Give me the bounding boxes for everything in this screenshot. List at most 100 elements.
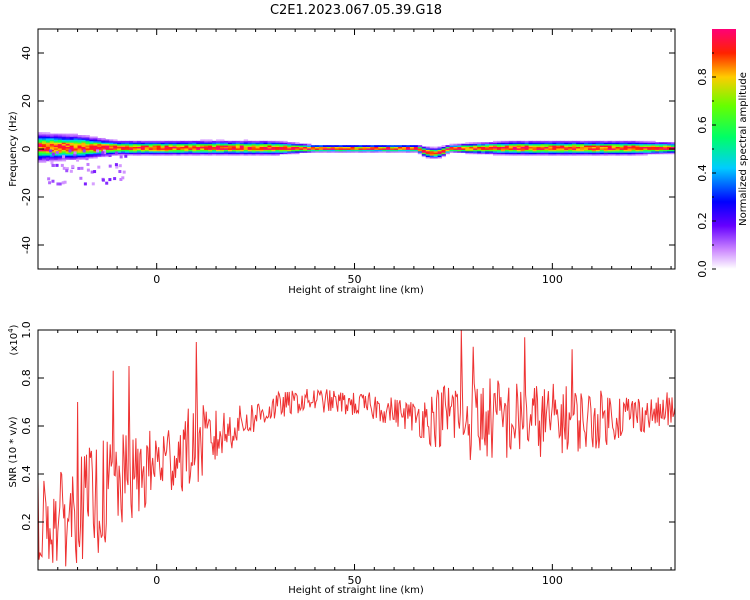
heatmap-cell bbox=[132, 145, 138, 147]
heatmap-cell bbox=[184, 148, 189, 150]
heatmap-cell bbox=[184, 140, 189, 143]
heatmap-cell bbox=[208, 150, 213, 153]
heatmap-cell bbox=[132, 148, 138, 150]
x-tick-label: 100 bbox=[542, 574, 563, 587]
heatmap-cell bbox=[390, 150, 395, 153]
heatmap-cell bbox=[627, 153, 632, 156]
heatmap-cell bbox=[45, 145, 51, 147]
heatmap-cell bbox=[326, 145, 332, 147]
heatmap-cell bbox=[57, 135, 63, 137]
heatmap-cell bbox=[469, 143, 474, 146]
heatmap-cell bbox=[623, 152, 628, 155]
heatmap-cell bbox=[295, 145, 300, 147]
heatmap-cell bbox=[45, 142, 51, 145]
heatmap-cell bbox=[97, 137, 102, 140]
heatmap-cell bbox=[97, 153, 102, 156]
heatmap-cell bbox=[631, 143, 636, 146]
heatmap-cell bbox=[504, 142, 510, 145]
heatmap-cell bbox=[334, 149, 340, 152]
heatmap-cell bbox=[65, 149, 71, 152]
heatmap-cell bbox=[504, 148, 510, 150]
heatmap-cell bbox=[129, 146, 134, 149]
heatmap-cell bbox=[311, 150, 316, 153]
heatmap-cell bbox=[148, 149, 154, 152]
heatmap-cell bbox=[520, 148, 526, 150]
y-tick-label: -20 bbox=[20, 188, 33, 206]
heatmap-cell bbox=[615, 148, 621, 150]
heatmap-cell bbox=[176, 140, 181, 143]
heatmap-cell bbox=[69, 155, 75, 158]
x-tick-label: 0 bbox=[153, 273, 160, 286]
heatmap-cell bbox=[485, 145, 490, 147]
heatmap-cell bbox=[61, 135, 67, 137]
heatmap-cell bbox=[623, 146, 628, 149]
heatmap-cell bbox=[73, 158, 78, 160]
heatmap-cell bbox=[623, 153, 628, 156]
heatmap-cell bbox=[429, 146, 435, 149]
heatmap-cell bbox=[437, 148, 442, 150]
heatmap-cell bbox=[275, 140, 280, 143]
heatmap-cell bbox=[303, 148, 308, 150]
heatmap-cell bbox=[45, 146, 51, 149]
heatmap-cell bbox=[671, 152, 675, 155]
heatmap-cell bbox=[346, 146, 351, 149]
heatmap-cell bbox=[148, 143, 154, 146]
heatmap-cell bbox=[560, 140, 565, 143]
heatmap-cell bbox=[172, 142, 177, 145]
heatmap-cell bbox=[639, 153, 644, 156]
heatmap-cell bbox=[156, 143, 162, 146]
heatmap-cell bbox=[275, 143, 280, 146]
heatmap-cell bbox=[168, 140, 173, 143]
heatmap-cell bbox=[49, 149, 53, 153]
heatmap-cell bbox=[639, 140, 644, 143]
heatmap-cell bbox=[263, 152, 268, 155]
heatmap-cell bbox=[61, 159, 67, 162]
heatmap-cell bbox=[473, 146, 478, 149]
heatmap-cell bbox=[493, 143, 498, 146]
heatmap-cell bbox=[659, 145, 664, 147]
heatmap-cell bbox=[196, 140, 201, 143]
heatmap-cell bbox=[113, 139, 118, 142]
heatmap-cell bbox=[180, 142, 185, 145]
heatmap-cell bbox=[303, 145, 308, 147]
heatmap-cell bbox=[512, 143, 518, 146]
heatmap-cell bbox=[615, 150, 621, 153]
heatmap-cell bbox=[643, 153, 648, 156]
x-tick-label: 0 bbox=[153, 574, 160, 587]
heatmap-cell bbox=[57, 156, 63, 159]
heatmap-cell bbox=[647, 150, 652, 153]
heatmap-cell bbox=[113, 145, 118, 147]
heatmap-cell bbox=[255, 145, 260, 147]
heatmap-cell bbox=[101, 142, 106, 145]
heatmap-cell bbox=[105, 181, 109, 185]
snr-multiplier-base: (x10 bbox=[9, 333, 20, 356]
heatmap-cell bbox=[192, 149, 197, 152]
heatmap-cell bbox=[607, 143, 613, 146]
heatmap-cell bbox=[322, 149, 328, 152]
heatmap-cell bbox=[572, 140, 577, 143]
heatmap-cell bbox=[117, 145, 122, 147]
heatmap-cell bbox=[85, 145, 90, 147]
heatmap-cell bbox=[97, 145, 102, 147]
heatmap-cell bbox=[599, 140, 605, 143]
heatmap-cell bbox=[180, 149, 185, 152]
heatmap-cell bbox=[220, 153, 225, 156]
heatmap-cell bbox=[45, 140, 51, 143]
heatmap-cell bbox=[457, 146, 462, 149]
heatmap-cell bbox=[607, 153, 613, 156]
heatmap-cell bbox=[485, 146, 490, 149]
heatmap-cell bbox=[113, 140, 118, 143]
heatmap-cell bbox=[263, 153, 268, 156]
heatmap-cell bbox=[45, 155, 51, 158]
heatmap-cell bbox=[667, 145, 672, 147]
heatmap-cell bbox=[38, 156, 43, 159]
heatmap-cell bbox=[45, 139, 51, 142]
heatmap-cell bbox=[421, 153, 427, 156]
heatmap-cell bbox=[77, 139, 82, 142]
heatmap-cell bbox=[500, 153, 506, 156]
heatmap-cell bbox=[271, 143, 276, 146]
heatmap-cell bbox=[307, 150, 312, 153]
heatmap-cell bbox=[643, 149, 648, 152]
heatmap-cell bbox=[235, 148, 241, 150]
